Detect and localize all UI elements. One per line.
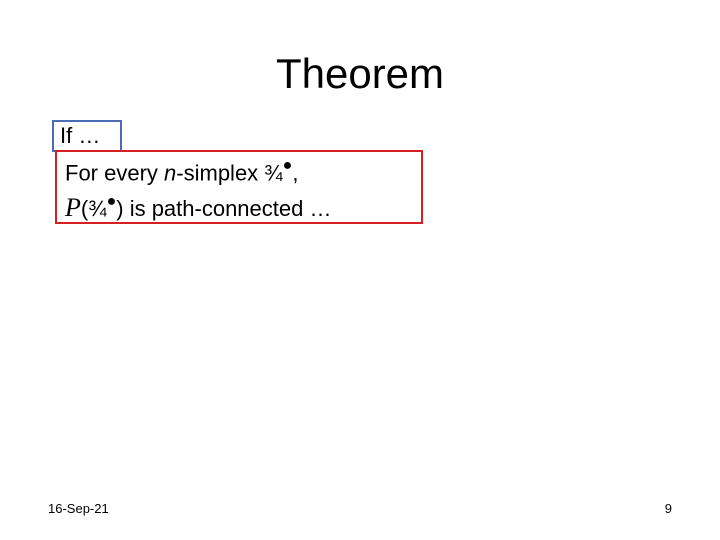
line1-n-var: n [164,160,176,185]
line2-text-b: ) is path-connected … [116,196,331,221]
hypothesis-line-1: For every n-simplex ¾●, [65,156,413,189]
line2-script-p: P [65,193,81,222]
theorem-hypothesis-box: For every n-simplex ¾●, P(¾●) is path-co… [55,150,423,224]
line2-superscript-dot: ● [107,193,117,210]
line1-text-a: For every [65,160,164,185]
line1-superscript-dot: ● [283,157,293,174]
footer-page-number: 9 [665,501,672,516]
hypothesis-line-2: P(¾●) is path-connected … [65,189,413,227]
slide-title: Theorem [0,50,720,98]
if-hypothesis-box: If … [52,120,122,152]
if-label: If … [60,123,100,149]
line1-text-c: , [292,160,298,185]
footer-date: 16-Sep-21 [48,501,109,516]
line2-text-a: (¾ [81,196,107,221]
line1-text-b: -simplex ¾ [176,160,282,185]
